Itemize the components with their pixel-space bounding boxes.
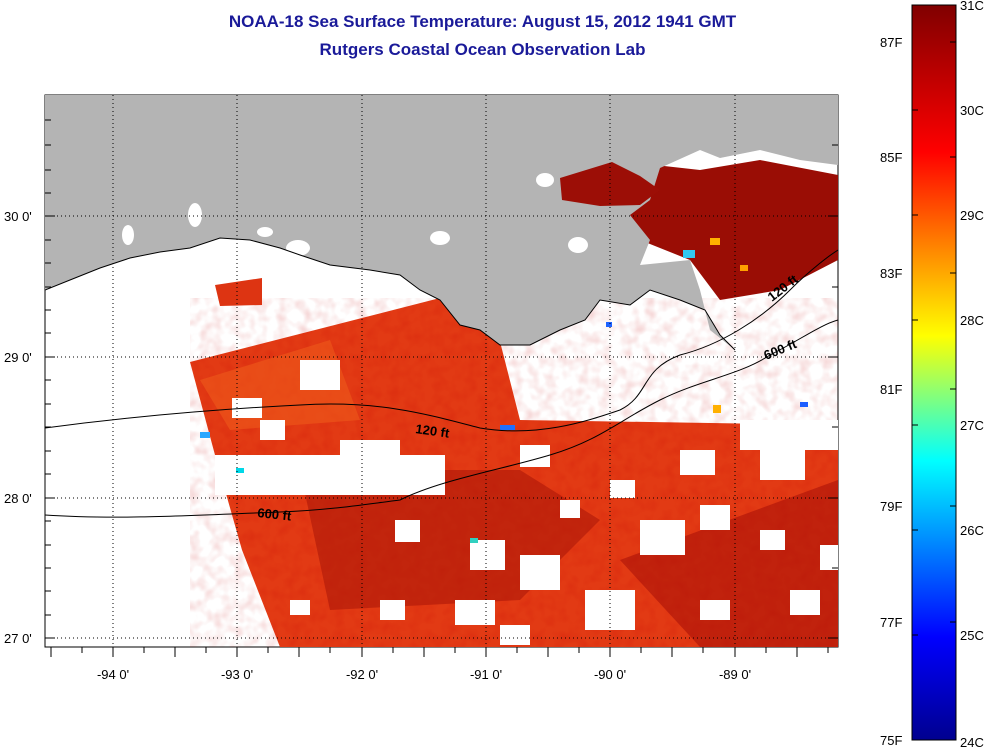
map-title: NOAA-18 Sea Surface Temperature: August … bbox=[228, 12, 737, 31]
colorbar-label-87f: 87F bbox=[880, 35, 902, 50]
lon-label-94: -94 0' bbox=[97, 667, 129, 682]
land-mass bbox=[45, 95, 838, 350]
graticule bbox=[45, 95, 838, 647]
colorbar bbox=[911, 4, 957, 741]
colorbar-label-30c: 30C bbox=[960, 103, 984, 118]
colorbar-label-79f: 79F bbox=[880, 499, 902, 514]
colorbar-label-29c: 29C bbox=[960, 208, 984, 223]
colorbar-label-85f: 85F bbox=[880, 150, 902, 165]
lat-label-30: 30 0' bbox=[4, 209, 32, 224]
colorbar-ticks bbox=[912, 41, 956, 636]
colorbar-label-27c: 27C bbox=[960, 418, 984, 433]
lon-label-91: -91 0' bbox=[470, 667, 502, 682]
colorbar-label-81f: 81F bbox=[880, 382, 902, 397]
colorbar-label-28c: 28C bbox=[960, 313, 984, 328]
colorbar-label-75f: 75F bbox=[880, 733, 902, 748]
colorbar-label-31c: 31C bbox=[960, 0, 984, 13]
contour-label-120ft-west: 120 ft bbox=[415, 421, 451, 441]
map-subtitle: Rutgers Coastal Ocean Observation Lab bbox=[319, 40, 646, 59]
lon-label-93: -93 0' bbox=[221, 667, 253, 682]
colorbar-label-26c: 26C bbox=[960, 523, 984, 538]
cloud-gaps bbox=[215, 360, 838, 645]
cool-speckles bbox=[200, 238, 808, 543]
map-layers bbox=[45, 95, 838, 647]
coastline bbox=[45, 237, 736, 351]
colorbar-label-24c: 24C bbox=[960, 735, 984, 750]
lon-label-92: -92 0' bbox=[346, 667, 378, 682]
colorbar-label-25c: 25C bbox=[960, 628, 984, 643]
lat-label-27: 27 0' bbox=[4, 631, 32, 646]
contour-label-600ft-west: 600 ft bbox=[257, 505, 293, 524]
axis-ticks bbox=[45, 119, 838, 657]
sst-swath bbox=[190, 160, 838, 647]
depth-contours bbox=[45, 249, 838, 518]
land-lakes bbox=[122, 173, 588, 256]
colorbar-label-77f: 77F bbox=[880, 615, 902, 630]
colorbar-label-83f: 83F bbox=[880, 266, 902, 281]
lon-label-89: -89 0' bbox=[719, 667, 751, 682]
lon-label-90: -90 0' bbox=[594, 667, 626, 682]
lat-label-28: 28 0' bbox=[4, 491, 32, 506]
lat-label-29: 29 0' bbox=[4, 350, 32, 365]
